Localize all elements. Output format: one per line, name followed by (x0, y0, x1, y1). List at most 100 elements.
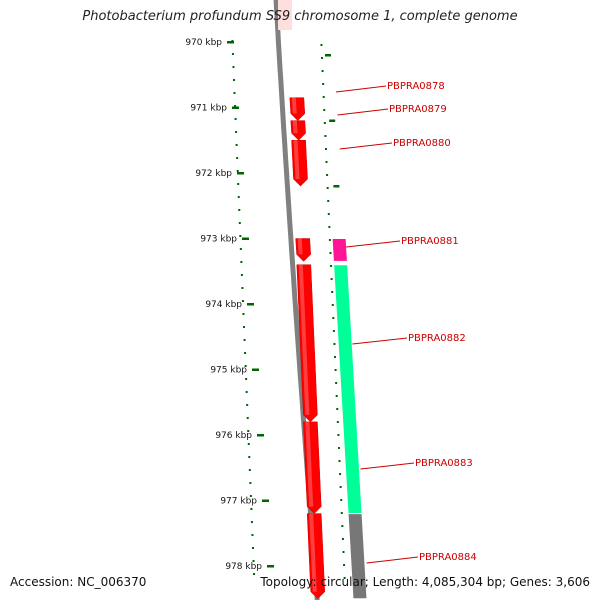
ruler-tick-label: 977 kbp (220, 497, 257, 507)
outer-ruler-dot (337, 447, 340, 449)
gene-label[interactable]: PBPRA0881 (401, 236, 459, 247)
outer-ruler-dot (325, 161, 328, 163)
outer-ruler-dot (326, 174, 329, 176)
ruler-tick-label: 970 kbp (185, 38, 222, 48)
ruler-minor-tick (237, 183, 240, 185)
gene-label[interactable]: PBPRA0884 (419, 552, 477, 563)
gene-label[interactable]: PBPRA0879 (389, 104, 447, 115)
ruler-major-tick (237, 172, 244, 175)
ruler-minor-tick (253, 573, 256, 575)
gene-leader-line (360, 462, 415, 470)
gene-leader-line (339, 142, 393, 150)
ruler-minor-tick (231, 53, 234, 55)
feature-track (331, 238, 368, 600)
outer-ruler-dot (340, 512, 343, 514)
ruler-minor-tick (246, 417, 249, 419)
ruler-minor-tick (235, 131, 238, 133)
gene-highlight (309, 513, 317, 592)
ruler-minor-tick (247, 430, 250, 432)
ruler-minor-tick (249, 482, 252, 484)
ruler-minor-tick (244, 352, 247, 354)
gene-track (289, 97, 326, 600)
ruler-major-tick (257, 434, 264, 437)
outer-ruler-dot (341, 538, 344, 540)
outer-ruler-dot (341, 525, 344, 527)
ruler-tick-label: 976 kbp (215, 431, 252, 441)
gene-label[interactable]: PBPRA0880 (393, 138, 451, 149)
ruler-major-tick (262, 499, 269, 502)
ruler-major-tick (232, 106, 239, 109)
outer-ruler-dot (335, 395, 338, 397)
outer-ruler-dot (327, 213, 330, 215)
outer-ruler-dot (343, 564, 346, 566)
ruler-tick-label: 972 kbp (195, 169, 232, 179)
gene-label[interactable]: PBPRA0883 (415, 458, 473, 469)
ruler-tick-label: 978 kbp (225, 562, 262, 572)
feature-block (331, 238, 348, 262)
outer-ruler-dot (328, 239, 331, 241)
accession-label: Accession: NC_006370 (10, 575, 147, 589)
ruler-major-tick (247, 303, 254, 306)
gene-label[interactable]: PBPRA0878 (387, 81, 445, 92)
ruler-minor-tick (240, 261, 243, 263)
ruler-minor-tick (250, 521, 253, 523)
gene-leader-line (346, 240, 401, 248)
outer-ruler-dot (322, 83, 325, 85)
outer-ruler-tick (329, 119, 336, 122)
ruler-tick-label: 975 kbp (210, 366, 247, 376)
ruler-tick-label: 973 kbp (200, 235, 237, 245)
outer-ruler-dot (339, 486, 342, 488)
outer-ruler-dot (336, 408, 339, 410)
outer-ruler-dot (332, 317, 335, 319)
ruler-minor-tick (244, 365, 247, 367)
outer-ruler-dot (335, 382, 338, 384)
outer-ruler-tick (325, 54, 331, 57)
outer-ruler-dot (320, 44, 323, 46)
ruler-minor-tick (243, 326, 246, 328)
gene-leader-line (335, 85, 387, 93)
gene-highlight (298, 264, 310, 415)
outer-ruler-dot (330, 265, 333, 267)
outer-ruler-dot (327, 200, 330, 202)
outer-ruler-dot (337, 434, 340, 436)
gene-highlight (293, 140, 300, 180)
outer-ruler-dot (329, 252, 332, 254)
genome-summary: Topology: circular; Length: 4,085,304 bp… (260, 575, 590, 589)
outer-ruler-dot (323, 122, 326, 124)
ruler-minor-tick (232, 79, 235, 81)
outer-ruler-dot (331, 291, 334, 293)
ruler-minor-tick (248, 469, 251, 471)
gene-leader-line (352, 337, 408, 345)
gene-label[interactable]: PBPRA0882 (408, 333, 466, 344)
outer-ruler-dot (333, 343, 336, 345)
outer-ruler-dot (339, 473, 342, 475)
ruler-minor-tick (236, 170, 239, 172)
feature-block (347, 513, 368, 600)
gene-leader-line (337, 108, 389, 116)
ruler: 970 kbp 971 kbp 972 kbp 973 kbp 974 kbp 975 k… (185, 38, 365, 581)
ruler-minor-tick (248, 456, 251, 458)
ruler-minor-tick (239, 235, 242, 237)
ruler-minor-tick (234, 105, 237, 107)
gene-highlight (305, 421, 314, 507)
upstream-gene-fragment (278, 0, 292, 30)
ruler-minor-tick (251, 547, 254, 549)
ruler-minor-tick (241, 300, 244, 302)
outer-ruler-dot (321, 70, 324, 72)
ruler-minor-tick (232, 66, 235, 68)
ruler-minor-tick (233, 92, 236, 94)
ruler-minor-tick (249, 495, 252, 497)
ruler-minor-tick (241, 287, 244, 289)
ruler-minor-tick (235, 144, 238, 146)
ruler-major-tick (252, 368, 259, 371)
outer-ruler-dot (326, 187, 329, 189)
outer-ruler-dot (322, 96, 325, 98)
outer-ruler-dot (323, 109, 326, 111)
outer-ruler-dot (334, 369, 337, 371)
ruler-minor-tick (238, 222, 241, 224)
map-title: Photobacterium profundum SS9 chromosome … (82, 9, 518, 24)
ruler-minor-tick (246, 404, 249, 406)
outer-ruler-dot (340, 499, 343, 501)
ruler-minor-tick (239, 248, 242, 250)
